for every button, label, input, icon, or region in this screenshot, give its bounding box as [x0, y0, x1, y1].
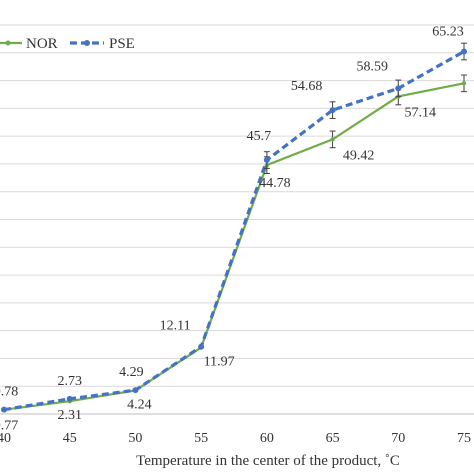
data-point-pse [198, 343, 205, 350]
legend-marker-pse [84, 40, 90, 46]
x-axis-title: Temperature in the center of the product… [136, 453, 400, 469]
x-tick-label: 75 [457, 431, 471, 446]
data-label-pse: 12.11 [160, 319, 191, 334]
data-label-nor: 11.97 [204, 354, 235, 369]
data-label-pse: 58.59 [357, 59, 389, 74]
data-label-nor: 44.78 [259, 176, 291, 191]
x-tick-label: 55 [194, 431, 208, 446]
legend-label-nor: NOR [26, 36, 58, 52]
data-label-nor: 4.24 [127, 397, 152, 412]
x-tick-label: 40 [0, 431, 11, 446]
x-tick-label: 70 [391, 431, 405, 446]
data-label-pse: 2.73 [57, 374, 82, 389]
x-tick-label: 45 [63, 431, 77, 446]
data-label-pse: 0.78 [0, 385, 18, 400]
legend: NOR PSE [0, 36, 135, 52]
data-label-pse: 54.68 [291, 79, 323, 94]
data-label-pse: 4.29 [119, 365, 144, 380]
data-point-pse [395, 85, 402, 92]
series-line-nor [3, 82, 465, 411]
x-tick-label: 65 [326, 431, 340, 446]
data-label-pse: 65.23 [432, 25, 464, 40]
data-point-pse [263, 157, 270, 164]
data-point-nor [461, 81, 467, 86]
data-point-pse [461, 48, 467, 55]
x-tick-label: 50 [128, 431, 142, 446]
data-label-nor: 0.77 [0, 419, 18, 434]
data-point-pse [132, 387, 139, 394]
data-label-nor: 49.42 [343, 148, 375, 163]
data-label-nor: 2.31 [57, 408, 82, 423]
data-point-pse [329, 107, 336, 114]
legend-label-pse: PSE [109, 36, 135, 52]
data-label-pse: 45.7 [247, 129, 272, 144]
data-point-nor [330, 137, 335, 142]
data-label-nor: 57.14 [405, 105, 437, 120]
x-tick-label: 60 [260, 431, 274, 446]
series-line-pse [3, 50, 465, 412]
data-point-pse [66, 395, 73, 402]
data-point-pse [1, 406, 7, 413]
legend-marker-nor [5, 40, 11, 46]
